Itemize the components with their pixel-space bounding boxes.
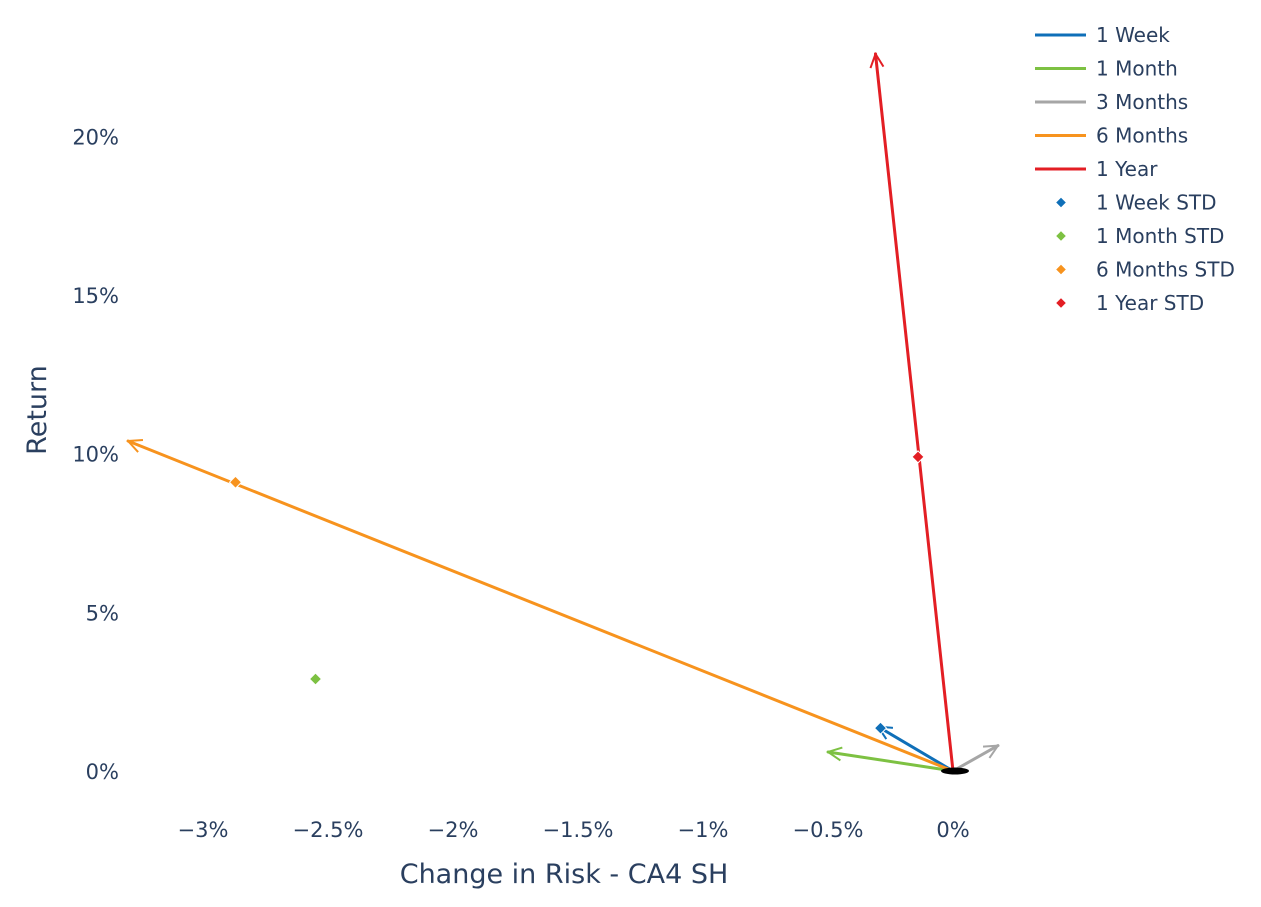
x-tick-label: −2% [428, 818, 479, 842]
std-point-1-year-std [911, 450, 925, 464]
legend-label: 6 Months [1096, 124, 1188, 148]
legend-label: 1 Month STD [1096, 224, 1224, 248]
std-point-6-months-std [228, 475, 243, 489]
std-points [228, 450, 925, 735]
y-axis-title: Return [22, 365, 53, 455]
y-axis-ticks: 0% 5% 10% 15% 20% [72, 125, 119, 784]
legend-label: 3 Months [1096, 90, 1188, 114]
legend-label: 1 Year STD [1096, 291, 1204, 315]
std-point-1-week-std [873, 721, 888, 735]
x-tick-label: −1% [678, 818, 729, 842]
vector-1-week [876, 725, 955, 773]
legend-label: 1 Week [1096, 23, 1170, 47]
legend-label: 6 Months STD [1096, 258, 1235, 282]
y-tick-label: 5% [86, 601, 119, 625]
arrowhead-3-months [982, 744, 999, 759]
vector-3-months [951, 744, 1000, 773]
y-tick-label: 0% [86, 760, 119, 784]
x-tick-label: 0% [936, 818, 969, 842]
y-tick-label: 15% [72, 284, 119, 308]
vector-6-months [126, 439, 955, 773]
origin-marker [941, 767, 969, 775]
x-tick-label: −2.5% [293, 818, 364, 842]
x-axis-ticks: −3% −2.5% −2% −1.5% −1% −0.5% 0% [178, 818, 970, 842]
vector-1-year [874, 52, 955, 773]
y-tick-label: 20% [72, 125, 119, 149]
y-tick-label: 10% [72, 443, 119, 467]
arrowhead-1-year [869, 52, 885, 69]
x-tick-label: −1.5% [543, 818, 614, 842]
x-axis-title: Change in Risk - CA4 SH [400, 859, 729, 890]
legend-label: 1 Year [1096, 157, 1158, 181]
x-tick-label: −0.5% [793, 818, 864, 842]
legend-swatch-diamond [1054, 296, 1068, 310]
legend-label: 1 Week STD [1096, 191, 1217, 215]
x-tick-label: −3% [178, 818, 229, 842]
vector-1-month [826, 750, 955, 773]
legend-swatch-diamond [1054, 229, 1068, 243]
legend-swatch-diamond [1054, 263, 1068, 276]
legend[interactable]: 1 Week 1 Month 3 Months 6 Months 1 Year 1 Wee… [1035, 23, 1235, 315]
std-point-1-month-std [308, 672, 323, 686]
vector-series [126, 52, 1000, 773]
legend-label: 1 Month [1096, 57, 1178, 81]
arrowhead-6-months [127, 438, 144, 453]
arrowhead-1-month [827, 746, 843, 762]
legend-swatch-diamond [1054, 196, 1068, 209]
